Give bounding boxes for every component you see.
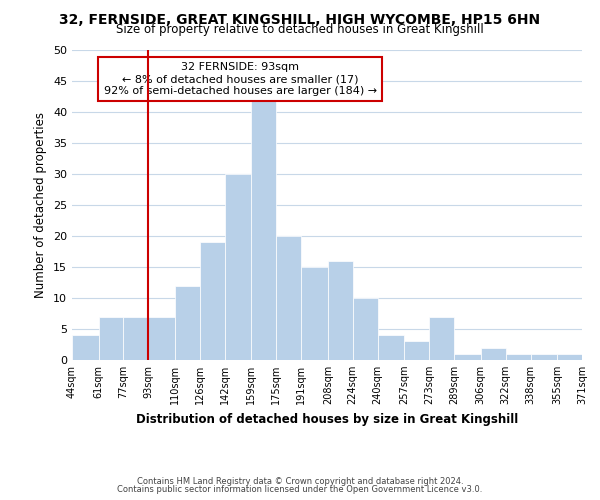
Text: Contains HM Land Registry data © Crown copyright and database right 2024.: Contains HM Land Registry data © Crown c… [137, 477, 463, 486]
Bar [454, 354, 481, 360]
Bar [98, 316, 124, 360]
Bar [277, 236, 301, 360]
Text: 32 FERNSIDE: 93sqm
← 8% of detached houses are smaller (17)
92% of semi-detached: 32 FERNSIDE: 93sqm ← 8% of detached hous… [104, 62, 377, 96]
Text: 32, FERNSIDE, GREAT KINGSHILL, HIGH WYCOMBE, HP15 6HN: 32, FERNSIDE, GREAT KINGSHILL, HIGH WYCO… [59, 12, 541, 26]
Bar [200, 242, 225, 360]
Bar [557, 354, 582, 360]
Bar [251, 100, 277, 360]
Bar [530, 354, 557, 360]
Bar [429, 316, 454, 360]
Bar [225, 174, 251, 360]
Y-axis label: Number of detached properties: Number of detached properties [34, 112, 47, 298]
Bar [353, 298, 377, 360]
Bar [72, 335, 98, 360]
Bar [506, 354, 530, 360]
Text: Size of property relative to detached houses in Great Kingshill: Size of property relative to detached ho… [116, 22, 484, 36]
Bar [328, 261, 353, 360]
Bar [124, 316, 148, 360]
Bar [377, 335, 404, 360]
Bar [404, 342, 429, 360]
Text: Contains public sector information licensed under the Open Government Licence v3: Contains public sector information licen… [118, 485, 482, 494]
X-axis label: Distribution of detached houses by size in Great Kingshill: Distribution of detached houses by size … [136, 412, 518, 426]
Bar [175, 286, 200, 360]
Bar [301, 267, 328, 360]
Bar [481, 348, 506, 360]
Bar [148, 316, 175, 360]
